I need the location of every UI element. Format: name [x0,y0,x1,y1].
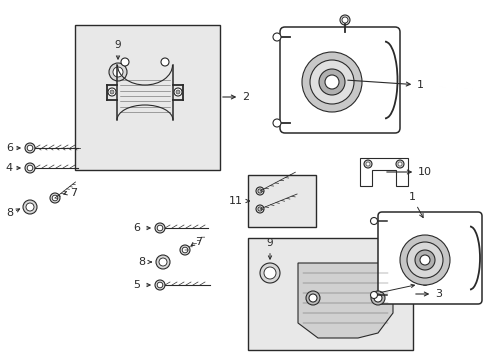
Circle shape [155,280,164,290]
Circle shape [419,255,429,265]
Circle shape [309,60,353,104]
Text: 6: 6 [6,143,13,153]
Circle shape [325,75,338,89]
Polygon shape [359,158,407,186]
Circle shape [406,242,442,278]
Circle shape [180,245,190,255]
Circle shape [302,52,361,112]
Circle shape [365,162,369,166]
Circle shape [395,160,403,168]
Circle shape [121,58,129,66]
Circle shape [272,119,281,127]
Circle shape [157,282,163,288]
Circle shape [370,292,377,298]
Text: 1: 1 [407,192,422,217]
Circle shape [414,250,434,270]
Text: 2: 2 [223,92,248,102]
Circle shape [113,67,123,77]
Circle shape [157,225,163,231]
Circle shape [108,88,116,96]
Circle shape [318,69,345,95]
Circle shape [161,58,169,66]
Circle shape [26,203,34,211]
Circle shape [156,255,170,269]
Circle shape [52,195,58,201]
FancyBboxPatch shape [280,27,399,133]
Text: 6: 6 [133,223,140,233]
Circle shape [176,90,180,94]
Circle shape [339,15,349,25]
Text: 1: 1 [347,80,423,90]
Circle shape [258,189,262,193]
Text: 7: 7 [195,237,202,247]
Text: 3: 3 [415,289,441,299]
Polygon shape [297,263,392,338]
Circle shape [109,63,127,81]
Circle shape [256,205,264,213]
Text: 10: 10 [386,167,431,177]
Circle shape [341,17,347,23]
Text: 9: 9 [380,278,427,292]
Circle shape [363,160,371,168]
Bar [247,238,412,350]
Circle shape [159,258,167,266]
Circle shape [264,267,275,279]
FancyBboxPatch shape [377,212,481,304]
Circle shape [50,193,60,203]
Text: 9: 9 [115,40,121,59]
Circle shape [370,291,384,305]
Bar [75,25,220,170]
Circle shape [182,247,187,253]
Circle shape [258,207,262,211]
Circle shape [27,165,33,171]
Text: 4: 4 [6,163,13,173]
Circle shape [23,200,37,214]
Circle shape [174,88,182,96]
Circle shape [399,235,449,285]
Circle shape [397,162,401,166]
Circle shape [308,294,316,302]
Text: 5: 5 [133,280,140,290]
Text: 8: 8 [6,208,13,218]
Text: 7: 7 [70,188,77,198]
Circle shape [373,294,381,302]
Bar [247,175,315,227]
Text: 11: 11 [228,196,243,206]
Circle shape [256,187,264,195]
Circle shape [25,143,35,153]
Circle shape [305,291,319,305]
Circle shape [260,263,280,283]
Circle shape [110,90,114,94]
Circle shape [272,33,281,41]
Circle shape [155,223,164,233]
Circle shape [27,145,33,151]
Circle shape [370,217,377,225]
Text: 9: 9 [266,238,273,259]
Circle shape [25,163,35,173]
Text: 8: 8 [138,257,145,267]
